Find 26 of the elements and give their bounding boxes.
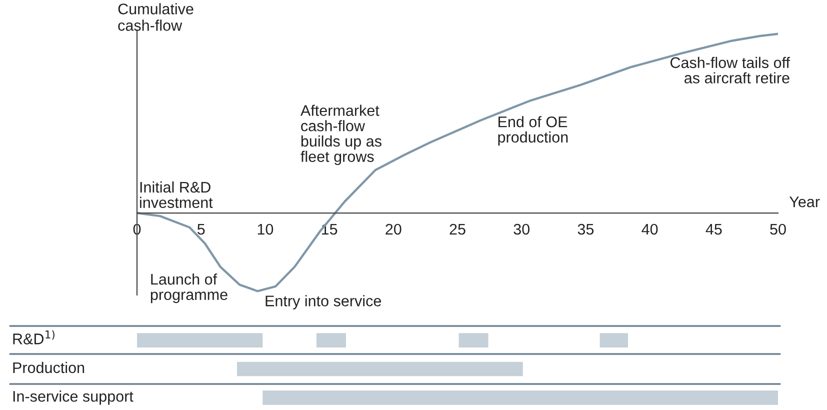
y-tick-label: Production	[13, 362, 84, 374]
x-tick-label: 35	[578, 224, 594, 235]
bar	[316, 333, 346, 348]
annotation: Entry into service	[266, 295, 381, 310]
bar	[137, 333, 263, 348]
annotation: End of OE production	[498, 116, 568, 146]
x-tick-label: 10	[258, 224, 274, 235]
x-axis-title: Year	[789, 196, 820, 208]
x-tick-label: 40	[642, 224, 658, 235]
x-tick-label: 25	[450, 224, 466, 235]
x-tick-label: 20	[386, 224, 402, 235]
annotation: Launch of programme	[150, 273, 228, 304]
y-tick-label: In-service support	[13, 390, 134, 405]
annotation: Initial R&D investment	[140, 181, 213, 208]
y-axis-title: Cumulative cash-flow	[118, 3, 194, 31]
bar	[458, 333, 488, 348]
annotation: Cash-flow tails off as aircraft retire	[670, 56, 790, 84]
annotation: Aftermarket cash-flow builds up as fleet grows	[300, 104, 382, 166]
bar	[262, 390, 778, 405]
bar	[236, 362, 523, 376]
x-tick-label: 50	[770, 224, 786, 235]
bar	[600, 333, 628, 348]
x-tick-label: 45	[706, 224, 722, 235]
y-tick-label: R&D$^{1)}$	[13, 330, 54, 344]
x-tick-label: 30	[514, 224, 530, 235]
x-tick-label: 5	[197, 224, 205, 235]
